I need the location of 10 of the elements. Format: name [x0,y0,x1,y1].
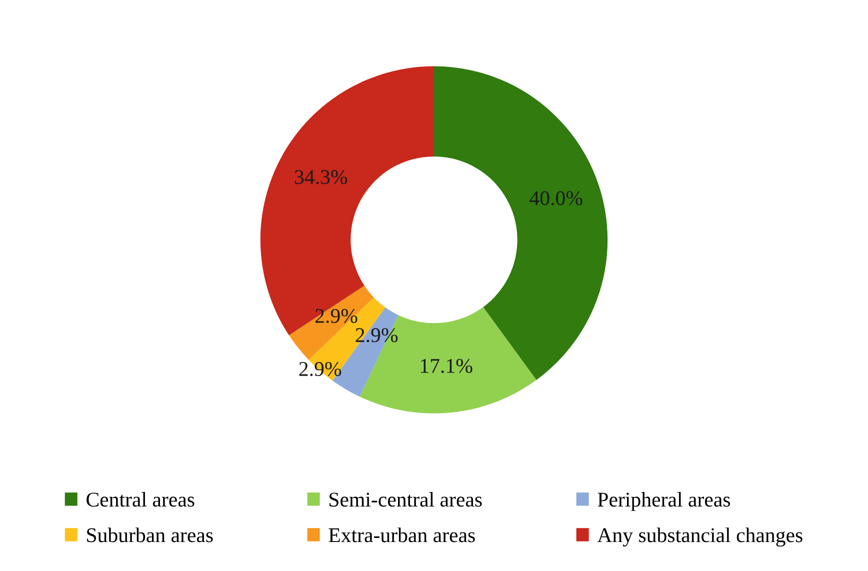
data-label: 40.0% [530,191,582,206]
legend-label: Any substancial changes [597,528,802,547]
data-label: 17.1% [421,358,472,374]
legend-label: Peripheral areas [598,492,730,511]
legend-label: Extra-urban areas [328,528,475,542]
legend-label: Suburban areas [87,528,213,542]
data-label: 34.3% [295,170,348,184]
legend-label: Semi-central areas [330,492,482,507]
data-label: 2.9% [316,308,358,324]
legend-label: Central areas [86,492,194,507]
